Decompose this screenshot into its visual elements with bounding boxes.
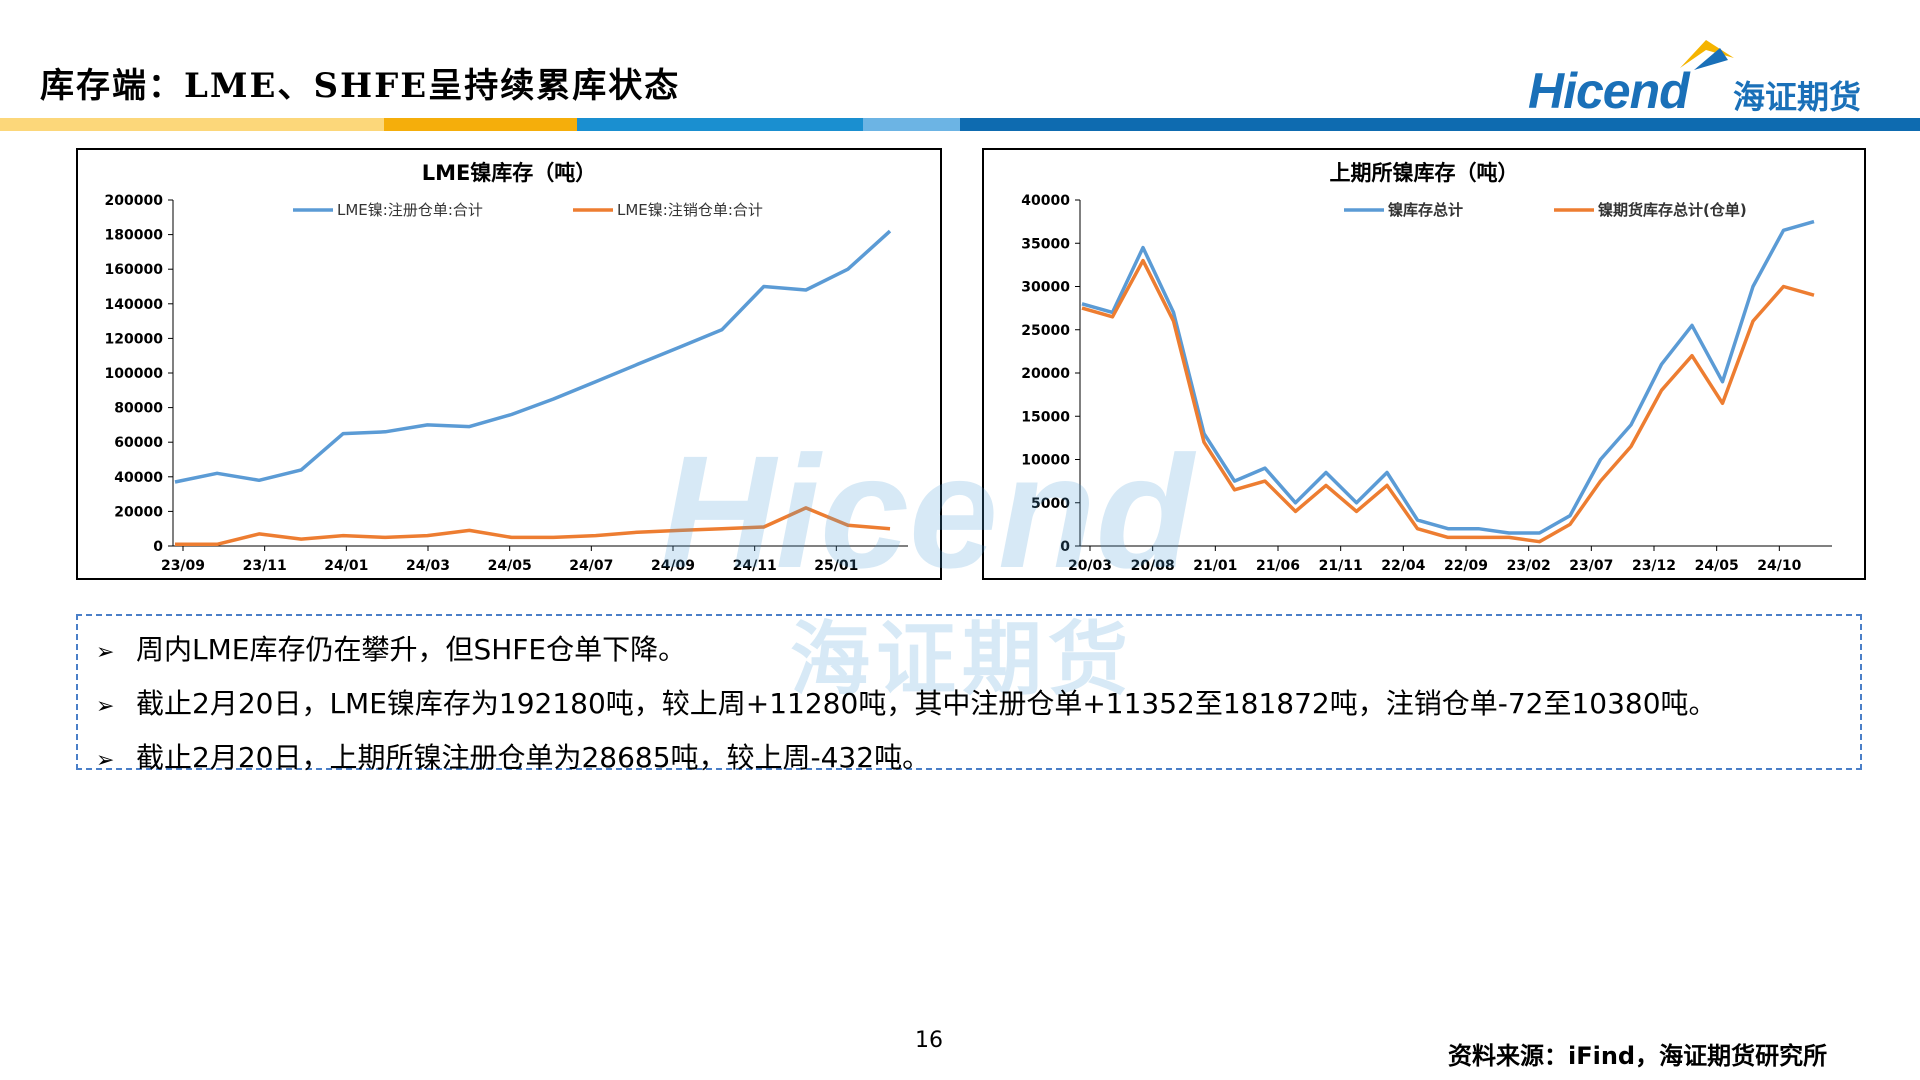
y-tick-label: 25000 <box>1021 323 1070 339</box>
hicend-logo: Hicend 海证期货 <box>1528 38 1888 119</box>
note-item: ➢ 周内LME库存仍在攀升，但SHFE仓单下降。 <box>96 624 1860 678</box>
y-tick-label: 180000 <box>105 228 164 244</box>
header-band-1 <box>0 118 384 131</box>
x-tick-label: 20/03 <box>1068 558 1112 574</box>
series-line-2 <box>1081 258 1815 544</box>
series-line-1 <box>1081 219 1815 535</box>
x-tick-label: 24/05 <box>488 558 532 574</box>
y-tick-label: 200000 <box>105 193 164 209</box>
header-band-3 <box>577 118 863 131</box>
y-tick-label: 60000 <box>114 435 163 451</box>
series-line-1 <box>174 229 892 484</box>
y-tick-label: 0 <box>1060 539 1070 555</box>
x-tick-label: 24/01 <box>324 558 368 574</box>
legend-label: 镍库存总计 <box>1388 201 1463 219</box>
x-tick-label: 20/08 <box>1131 558 1175 574</box>
x-tick-label: 22/04 <box>1381 558 1425 574</box>
x-tick-label: 24/05 <box>1695 558 1739 574</box>
chart-svg: LME镍库存（吨） 0 20000 40000 60000 80000 100000 1200… <box>105 161 908 574</box>
x-tick-label: 23/09 <box>161 558 205 574</box>
x-tick-label: 24/11 <box>733 558 777 574</box>
y-tick-label: 100000 <box>105 366 164 382</box>
legend-label: LME镍:注销仓单:合计 <box>617 201 763 219</box>
header-band-2 <box>384 118 577 131</box>
x-tick-label: 24/10 <box>1757 558 1801 574</box>
y-tick-label: 20000 <box>1021 366 1070 382</box>
slide-title: 库存端：LME、SHFE呈持续累库状态 <box>40 66 681 106</box>
note-text: 周内LME库存仍在攀升，但SHFE仓单下降。 <box>136 633 687 666</box>
y-tick-label: 5000 <box>1031 496 1070 512</box>
page-number: 16 <box>915 1028 943 1053</box>
x-tick-label: 25/01 <box>814 558 858 574</box>
y-tick-label: 35000 <box>1021 236 1070 252</box>
y-tick-label: 120000 <box>105 331 164 347</box>
source-note: 资料来源：iFind，海证期货研究所 <box>1448 1042 1828 1070</box>
y-tick-label: 40000 <box>1021 193 1070 209</box>
arrow-bullet-icon: ➢ <box>96 694 115 719</box>
legend-label: LME镍:注册仓单:合计 <box>337 201 483 219</box>
x-tick-label: 24/07 <box>569 558 613 574</box>
header-band-5 <box>960 118 1920 131</box>
x-tick-label: 21/06 <box>1256 558 1300 574</box>
y-tick-label: 15000 <box>1021 409 1070 425</box>
y-tick-label: 160000 <box>105 262 164 278</box>
x-tick-label: 21/01 <box>1193 558 1237 574</box>
y-tick-label: 30000 <box>1021 280 1070 296</box>
chart-title: LME镍库存（吨） <box>422 161 597 185</box>
logo-word: Hicend <box>1528 63 1690 119</box>
logo-chinese-name: 海证期货 <box>1733 78 1862 116</box>
note-item: ➢ 截止2月20日，LME镍库存为192180吨，较上周+11280吨，其中注册仓… <box>96 678 1860 732</box>
y-tick-label: 20000 <box>114 504 163 520</box>
y-tick-label: 140000 <box>105 297 164 313</box>
x-tick-label: 24/09 <box>651 558 695 574</box>
chart-svg: 上期所镍库存（吨） 0 5000 10000 15000 20000 25000 30000 3… <box>1021 161 1832 574</box>
x-tick-label: 23/11 <box>243 558 287 574</box>
chart-title: 上期所镍库存（吨） <box>1330 161 1519 185</box>
x-tick-label: 24/03 <box>406 558 450 574</box>
note-text: 截止2月20日，LME镍库存为192180吨，较上周+11280吨，其中注册仓单… <box>136 687 1717 720</box>
note-text: 截止2月20日，上期所镍注册仓单为28685吨，较上周-432吨。 <box>136 741 931 774</box>
arrow-bullet-icon: ➢ <box>96 640 115 665</box>
note-item: ➢ 截止2月20日，上期所镍注册仓单为28685吨，较上周-432吨。 <box>96 732 1860 786</box>
x-tick-label: 22/09 <box>1444 558 1488 574</box>
lme-nickel-inventory-chart: LME镍库存（吨） 0 20000 40000 60000 80000 100000 1200… <box>76 148 942 580</box>
x-tick-label: 23/02 <box>1507 558 1551 574</box>
notes-box: ➢ 周内LME库存仍在攀升，但SHFE仓单下降。 ➢ 截止2月20日，LME镍库存为… <box>76 614 1862 774</box>
y-tick-label: 10000 <box>1021 453 1070 469</box>
x-tick-label: 23/12 <box>1632 558 1676 574</box>
y-tick-label: 0 <box>153 539 163 555</box>
y-tick-label: 40000 <box>114 470 163 486</box>
header-band-4 <box>863 118 960 131</box>
logo-swoosh-icon <box>1680 40 1734 70</box>
arrow-bullet-icon: ➢ <box>96 748 115 773</box>
legend-label: 镍期货库存总计(仓单) <box>1598 201 1747 219</box>
x-tick-label: 21/11 <box>1319 558 1363 574</box>
x-tick-label: 23/07 <box>1569 558 1613 574</box>
y-tick-label: 80000 <box>114 401 163 417</box>
shfe-nickel-inventory-chart: 上期所镍库存（吨） 0 5000 10000 15000 20000 25000 30000 3… <box>982 148 1866 580</box>
series-line-2 <box>175 506 891 547</box>
